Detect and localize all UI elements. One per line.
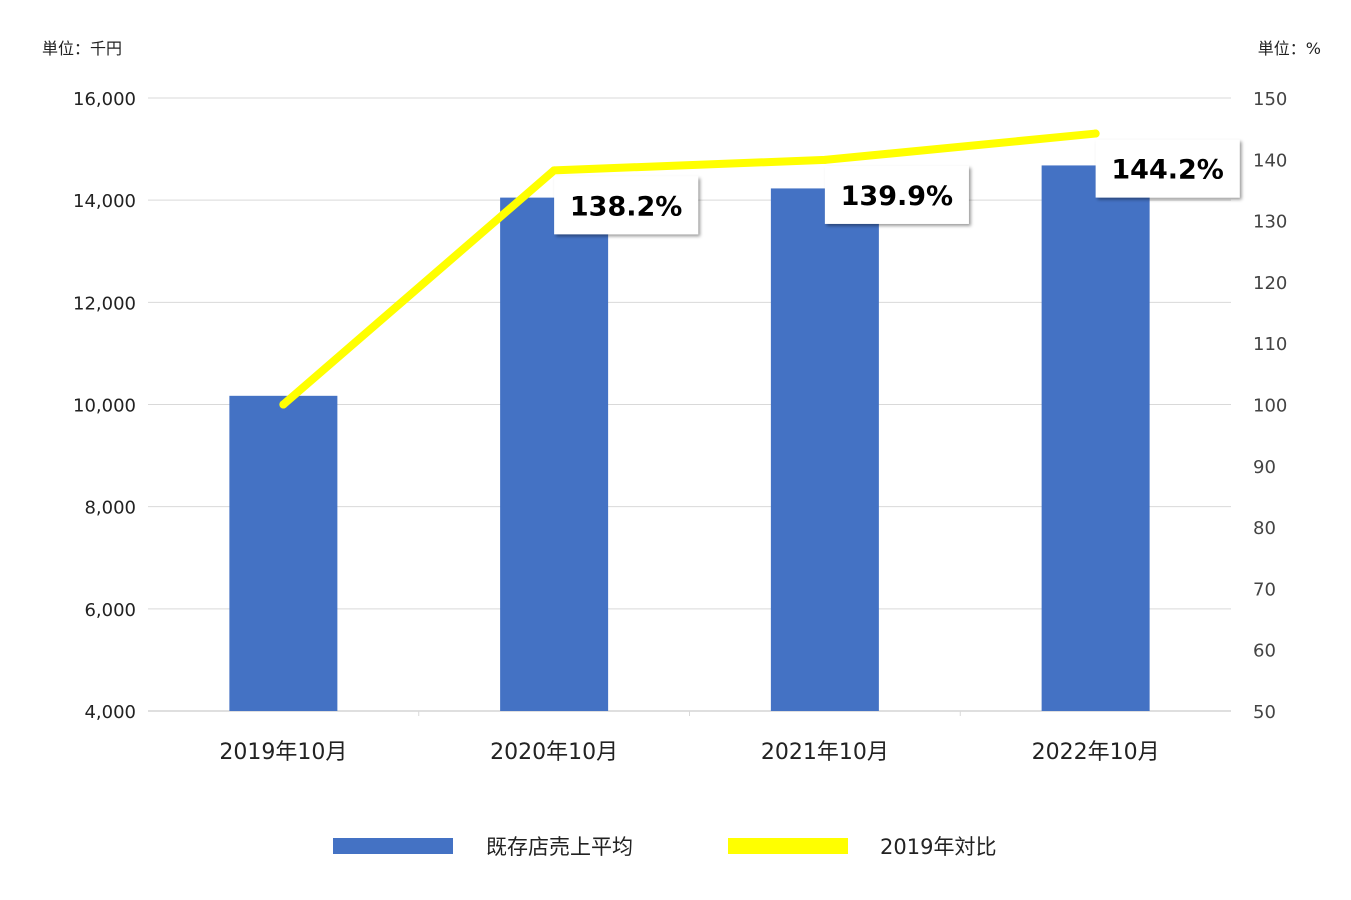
category-label: 2020年10月 (490, 740, 618, 765)
right-axis: 50 60 70 80 90 100 110 120 130 140 150 (1253, 89, 1287, 723)
legend-label-bar: 既存店売上平均 (486, 835, 633, 859)
data-label: 139.9% (841, 181, 953, 212)
right-tick-label: 140 (1253, 150, 1287, 171)
right-tick-label: 60 (1253, 641, 1276, 662)
bar (500, 197, 609, 712)
right-tick-label: 90 (1253, 457, 1276, 478)
line-point (550, 166, 559, 175)
category-label: 2019年10月 (219, 740, 347, 765)
line-series (279, 129, 1100, 409)
bar (770, 188, 879, 712)
left-tick-label: 10,000 (73, 396, 136, 417)
series-line (279, 129, 1100, 409)
bar (1041, 165, 1150, 711)
left-tick-label: 16,000 (73, 89, 136, 110)
left-tick-label: 12,000 (73, 293, 136, 314)
right-tick-label: 110 (1253, 334, 1287, 355)
data-label: 144.2% (1111, 155, 1223, 186)
left-tick-label: 6,000 (84, 600, 136, 621)
category-label: 2022年10月 (1032, 740, 1160, 765)
legend-label-line: 2019年対比 (880, 835, 996, 859)
callout-box (554, 176, 699, 235)
right-axis-unit: 単位：% (1258, 39, 1321, 58)
right-tick-label: 120 (1253, 273, 1287, 294)
right-tick-label: 150 (1253, 89, 1287, 110)
left-tick-label: 14,000 (73, 191, 136, 212)
left-axis-unit: 単位：千円 (42, 39, 122, 58)
left-axis: 4,000 6,000 8,000 10,000 12,000 14,000 16,000 (73, 89, 136, 723)
category-axis: 2019年10月 2020年10月 2021年10月 2022年10月 (219, 740, 1159, 765)
bar-series (229, 165, 1150, 712)
callouts: 138.2% 139.9% 144.2% (554, 139, 1240, 235)
line-point (279, 400, 288, 409)
legend: 既存店売上平均 2019年対比 (333, 835, 996, 859)
category-label: 2021年10月 (761, 740, 889, 765)
right-tick-label: 50 (1253, 702, 1276, 723)
callout-box (1095, 139, 1240, 198)
left-tick-label: 8,000 (84, 498, 136, 519)
right-tick-label: 100 (1253, 396, 1287, 417)
left-tick-label: 4,000 (84, 702, 136, 723)
legend-swatch-bar (333, 838, 453, 854)
right-tick-label: 70 (1253, 579, 1276, 600)
line-point (1091, 129, 1100, 138)
callout-box (824, 165, 969, 224)
line-point (820, 155, 829, 164)
right-tick-label: 130 (1253, 212, 1287, 233)
right-tick-label: 80 (1253, 518, 1276, 539)
legend-swatch-line (728, 838, 848, 854)
data-label: 138.2% (570, 191, 682, 222)
bar (229, 395, 338, 711)
